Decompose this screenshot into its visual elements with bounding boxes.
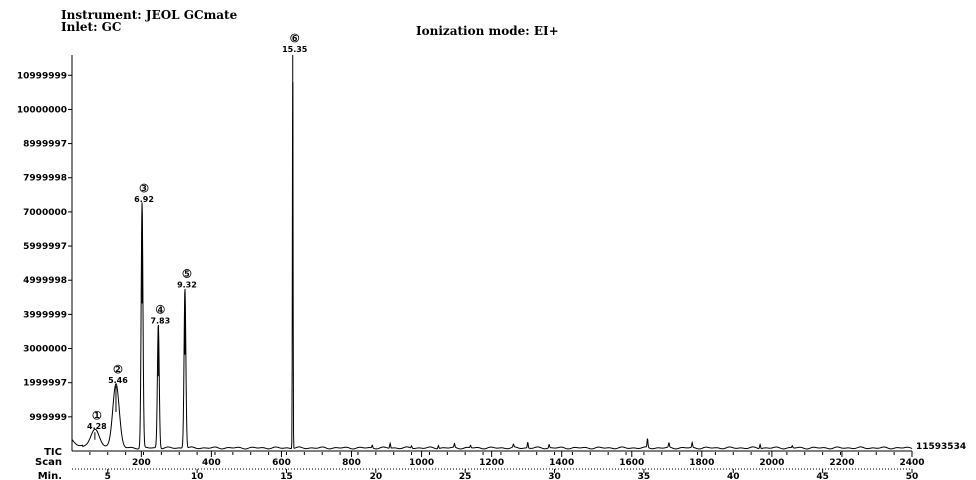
scan-tick-label: 1400: [549, 458, 574, 468]
peak-id-circle: [182, 269, 192, 278]
min-tick-label: 45: [816, 472, 829, 480]
y-tick-label: 10000000: [17, 105, 67, 115]
y-tick-label: 3999999: [23, 310, 67, 320]
peak-time-label: 5.46: [108, 376, 128, 385]
min-tick-label: 10: [191, 472, 204, 480]
peak-id-circle: [113, 364, 123, 374]
min-tick-label: 5: [105, 472, 111, 480]
min-tick-label: 30: [548, 472, 561, 480]
y-tick-label: 7000000: [23, 208, 67, 218]
y-tick-label: 1999997: [23, 379, 67, 389]
y-tick-label: 4999998: [23, 276, 67, 286]
scan-tick-label: 800: [342, 458, 361, 468]
scan-tick-label: 2200: [829, 458, 854, 468]
inlet-label: Inlet: GC: [61, 20, 122, 34]
peak-id-label: 2: [115, 365, 121, 374]
peak-id-label: 1: [94, 411, 100, 420]
scan-tick-label: 1600: [619, 458, 644, 468]
scan-tick-label: 400: [202, 458, 221, 468]
scan-tick-label: 1800: [689, 458, 714, 468]
y-tick-label: 8999997: [23, 140, 67, 150]
peak-id-circle: [139, 183, 149, 193]
peak-id-label: 4: [158, 305, 164, 314]
tic-trace: [71, 82, 913, 450]
peak-time-label: 9.32: [177, 280, 197, 289]
scan-tick-label: 200: [132, 458, 151, 468]
peak-id-label: 6: [292, 34, 298, 43]
peak-id-circle: [155, 304, 165, 314]
ionization-mode-label: Ionization mode: EI+: [416, 24, 559, 38]
scan-tick-label: 600: [272, 458, 291, 468]
scan-row-label: Scan: [35, 457, 62, 468]
min-tick-label: 50: [906, 472, 919, 480]
y-tick-label: 5999997: [23, 242, 67, 252]
peak-id-circle: [290, 33, 300, 43]
scan-tick-label: 2000: [759, 458, 784, 468]
min-tick-label: 15: [280, 472, 293, 480]
scan-tick-label: 1000: [409, 458, 434, 468]
min-tick-label: 40: [727, 472, 740, 480]
peak-time-label: 4.28: [87, 422, 107, 431]
scan-tick-label: 2400: [899, 458, 924, 468]
min-tick-label: 35: [638, 472, 651, 480]
min-tick-label: 20: [370, 472, 383, 480]
min-tick-label: 25: [459, 472, 472, 480]
peak-time-label: 6.92: [134, 195, 154, 204]
peak-id-circle: [92, 410, 102, 420]
y-tick-label: 3000000: [23, 345, 67, 355]
peak-time-label: 7.83: [150, 316, 170, 325]
scan-tick-label: 1200: [479, 458, 504, 468]
tic-label: TIC: [44, 447, 62, 458]
min-row-label: Min.: [38, 471, 62, 480]
peak-id-label: 3: [141, 184, 147, 193]
peak-id-label: 5: [184, 269, 190, 278]
instrument-label: Instrument: JEOL GCmate: [61, 8, 238, 22]
peak-time-label: 15.35: [282, 45, 308, 54]
y-tick-label: 999999: [29, 413, 67, 423]
y-tick-label: 10999999: [17, 71, 67, 81]
y-tick-label: 7999998: [23, 174, 67, 184]
max-intensity-label: 11593534: [916, 442, 966, 452]
